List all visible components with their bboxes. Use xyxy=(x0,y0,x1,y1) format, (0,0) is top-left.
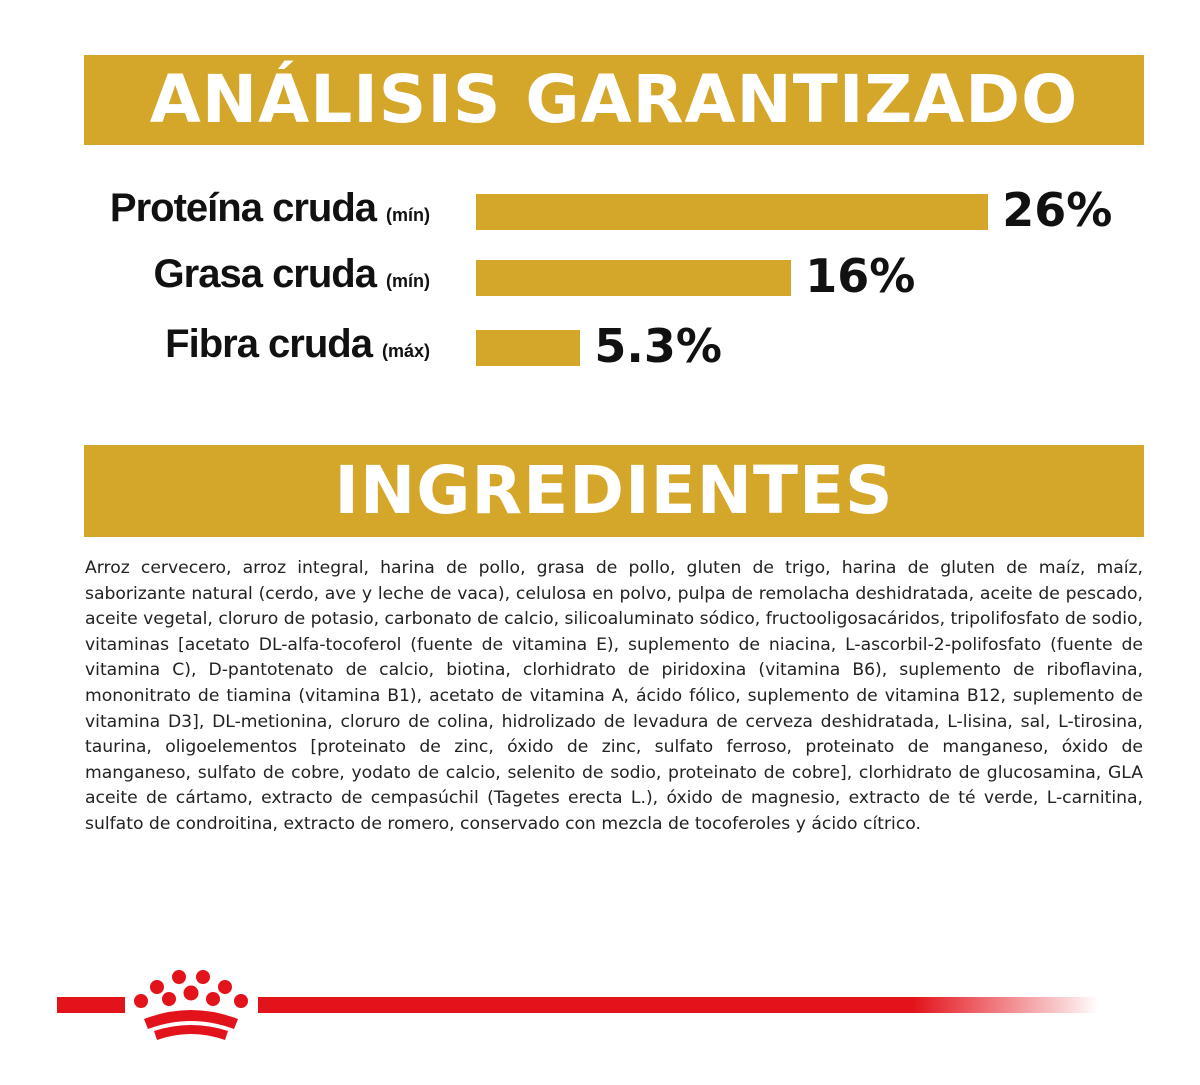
nutrient-bar xyxy=(476,194,989,230)
nutrient-value: 16% xyxy=(805,249,916,303)
nutrient-row-protein: Proteína cruda (mín) 26% xyxy=(0,180,1200,240)
red-divider-right xyxy=(258,997,1098,1013)
nutrient-name: Grasa cruda xyxy=(153,252,377,296)
nutrient-qualifier: (mín) xyxy=(386,205,430,225)
nutrient-name: Fibra cruda xyxy=(165,322,373,366)
nutrient-label: Proteína cruda (mín) xyxy=(110,180,430,240)
nutrient-value: 26% xyxy=(1002,183,1113,237)
analysis-banner: ANÁLISIS GARANTIZADO xyxy=(84,55,1144,145)
nutrient-row-fiber: Fibra cruda (máx) 5.3% xyxy=(0,316,1200,376)
nutrient-qualifier: (mín) xyxy=(386,271,430,291)
nutrient-qualifier: (máx) xyxy=(381,341,430,361)
nutrient-label: Grasa cruda (mín) xyxy=(154,246,430,306)
nutrient-row-fat: Grasa cruda (mín) 16% xyxy=(0,246,1200,306)
footer-brand-bar xyxy=(0,960,1200,1050)
nutrient-label: Fibra cruda (máx) xyxy=(165,316,430,376)
ingredients-title: INGREDIENTES xyxy=(334,452,894,529)
ingredients-banner: INGREDIENTES xyxy=(84,445,1144,537)
analysis-title: ANÁLISIS GARANTIZADO xyxy=(149,61,1079,138)
nutrient-bar xyxy=(476,260,792,296)
red-divider-left xyxy=(57,997,125,1013)
ingredients-list: Arroz cervecero, arroz integral, harina … xyxy=(85,558,1143,834)
nutrient-name: Proteína cruda xyxy=(109,186,377,230)
royal-canin-crown-icon xyxy=(134,970,248,1040)
nutrient-value: 5.3% xyxy=(594,319,722,373)
nutrient-bar xyxy=(476,330,581,366)
